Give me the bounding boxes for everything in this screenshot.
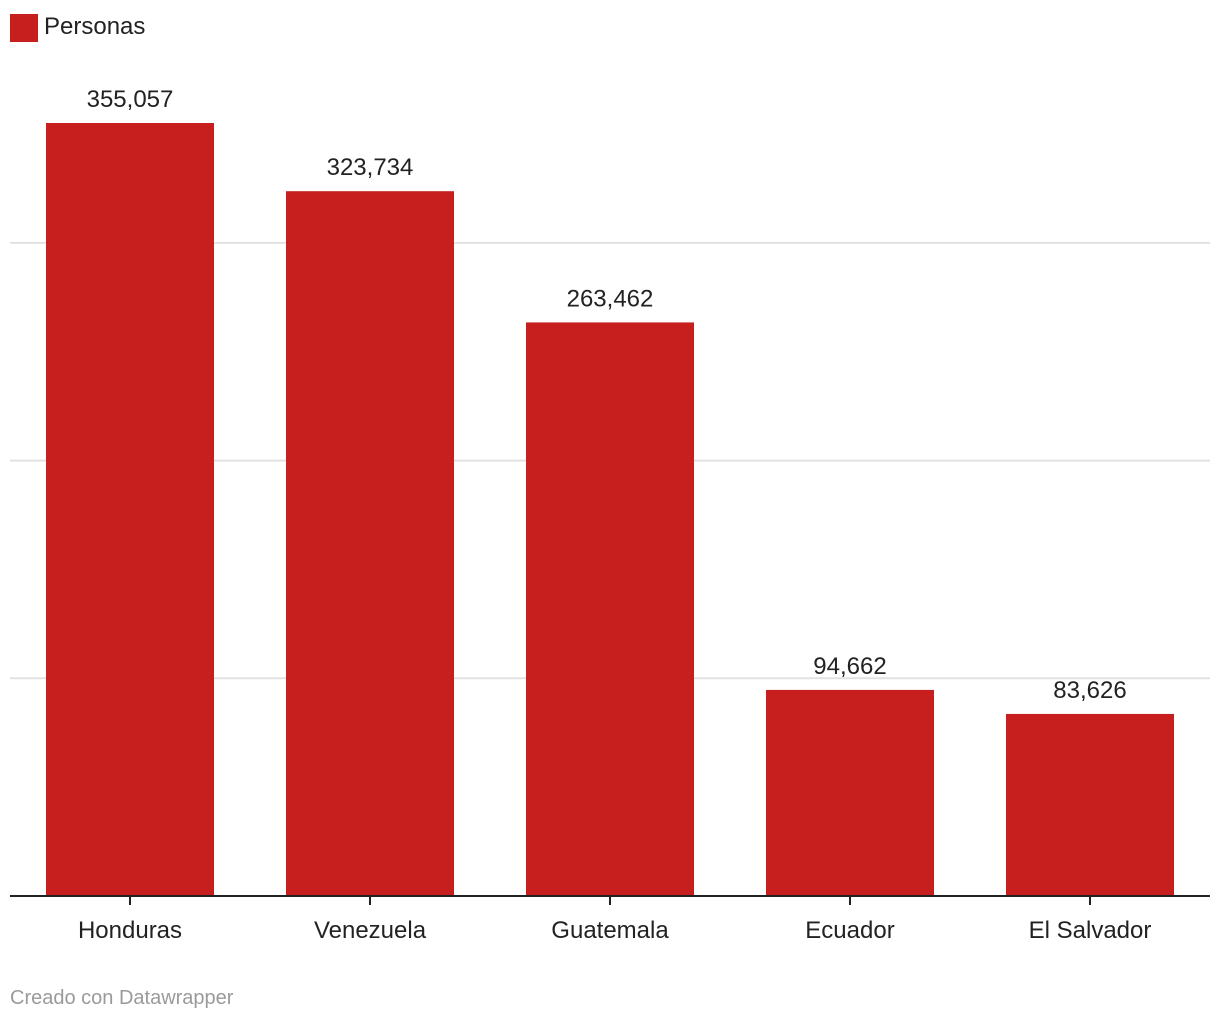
bar-el-salvador [1006,713,1174,896]
bar-guatemala [526,322,694,897]
legend-swatch [10,14,38,42]
value-label-el-salvador: 83,626 [1053,677,1126,704]
bar-honduras [46,123,214,896]
x-axis-labels: Honduras Venezuela Guatemala Ecuador El Salv… [78,917,1151,944]
x-axis-ticks [129,896,1091,905]
bars [46,123,1174,897]
category-label-ecuador: Ecuador [805,917,894,944]
value-label-honduras: 355,057 [87,86,174,113]
bar-venezuela [286,191,454,896]
chart-legend: Personas [10,13,145,42]
credit-footer: Creado con Datawrapper [10,987,234,1009]
category-label-guatemala: Guatemala [551,917,669,944]
legend-label: Personas [44,13,145,40]
category-label-honduras: Honduras [78,917,182,944]
category-label-el-salvador: El Salvador [1029,917,1152,944]
category-label-venezuela: Venezuela [314,917,427,944]
value-labels: 355,057 323,734 263,462 94,662 83,626 [87,86,1127,704]
bar-ecuador [766,689,934,896]
value-label-ecuador: 94,662 [813,653,886,680]
value-label-guatemala: 263,462 [567,285,654,312]
value-label-venezuela: 323,734 [327,154,414,181]
